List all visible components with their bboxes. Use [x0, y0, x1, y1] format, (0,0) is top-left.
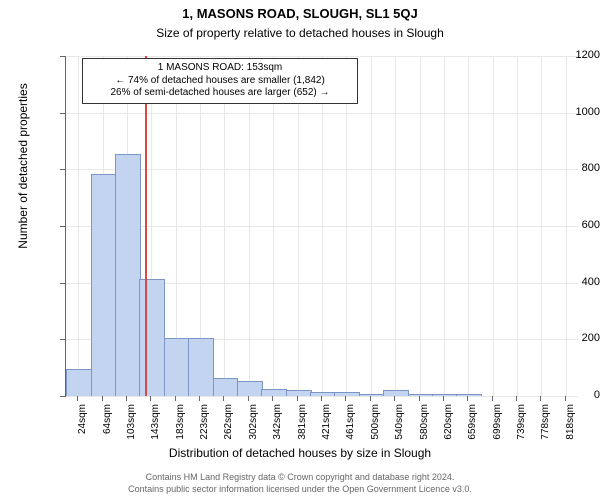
x-tick-label: 500sqm [370, 404, 381, 454]
x-tick-label: 381sqm [297, 404, 308, 454]
plot-area [65, 56, 578, 397]
grid-line-v [224, 56, 225, 396]
grid-line-v [371, 56, 372, 396]
histogram-bar [432, 394, 458, 396]
annotation-line: ← 74% of detached houses are smaller (1,… [91, 75, 349, 88]
y-tick-label: 200 [543, 332, 600, 344]
x-tick-label: 24sqm [77, 404, 88, 454]
x-tick-mark [492, 396, 493, 401]
x-tick-label: 223sqm [199, 404, 210, 454]
grid-line-h [66, 396, 578, 397]
grid-line-v [273, 56, 274, 396]
y-tick-mark [60, 169, 65, 170]
x-tick-label: 302sqm [248, 404, 259, 454]
reference-line [145, 56, 147, 396]
x-tick-label: 659sqm [467, 404, 478, 454]
x-tick-mark [321, 396, 322, 401]
x-tick-mark [297, 396, 298, 401]
y-tick-mark [60, 339, 65, 340]
histogram-bar [408, 394, 434, 396]
grid-line-v [346, 56, 347, 396]
x-tick-mark [126, 396, 127, 401]
histogram-bar [213, 378, 239, 396]
y-tick-label: 0 [543, 389, 600, 401]
x-tick-mark [223, 396, 224, 401]
x-tick-mark [516, 396, 517, 401]
grid-line-v [493, 56, 494, 396]
x-tick-label: 183sqm [175, 404, 186, 454]
grid-line-v [517, 56, 518, 396]
y-tick-label: 600 [543, 219, 600, 231]
grid-line-v [249, 56, 250, 396]
x-tick-mark [419, 396, 420, 401]
x-tick-label: 739sqm [516, 404, 527, 454]
chart-title: 1, MASONS ROAD, SLOUGH, SL1 5QJ [0, 6, 600, 21]
x-tick-mark [102, 396, 103, 401]
y-tick-mark [60, 283, 65, 284]
y-tick-label: 1000 [543, 106, 600, 118]
y-tick-mark [60, 56, 65, 57]
histogram-bar [164, 338, 190, 396]
x-tick-label: 818sqm [565, 404, 576, 454]
x-tick-label: 342sqm [272, 404, 283, 454]
x-tick-mark [467, 396, 468, 401]
x-tick-mark [394, 396, 395, 401]
x-tick-mark [540, 396, 541, 401]
y-tick-mark [60, 113, 65, 114]
annotation-line: 26% of semi-detached houses are larger (… [91, 87, 349, 100]
y-tick-mark [60, 396, 65, 397]
histogram-bar [286, 390, 312, 396]
grid-line-v [444, 56, 445, 396]
histogram-bar [237, 381, 263, 396]
x-tick-label: 778sqm [540, 404, 551, 454]
footer-line-2: Contains public sector information licen… [0, 484, 600, 494]
x-tick-mark [565, 396, 566, 401]
grid-line-v [420, 56, 421, 396]
histogram-bar [383, 390, 409, 396]
x-tick-mark [272, 396, 273, 401]
x-tick-label: 64sqm [102, 404, 113, 454]
grid-line-v [298, 56, 299, 396]
x-tick-mark [150, 396, 151, 401]
x-tick-label: 540sqm [394, 404, 405, 454]
histogram-bar [310, 392, 336, 396]
histogram-bar [359, 394, 385, 396]
histogram-bar [334, 392, 360, 396]
grid-line-v [468, 56, 469, 396]
histogram-bar [66, 369, 92, 396]
x-tick-mark [175, 396, 176, 401]
y-axis-label: Number of detached properties [16, 0, 30, 336]
x-tick-label: 699sqm [492, 404, 503, 454]
grid-line-v [78, 56, 79, 396]
y-tick-label: 1200 [543, 49, 600, 61]
histogram-bar [456, 394, 482, 396]
histogram-bar [91, 174, 117, 396]
x-tick-mark [443, 396, 444, 401]
y-tick-mark [60, 226, 65, 227]
annotation-line: 1 MASONS ROAD: 153sqm [91, 62, 349, 75]
y-tick-label: 800 [543, 162, 600, 174]
annotation-box: 1 MASONS ROAD: 153sqm← 74% of detached h… [82, 58, 358, 104]
x-tick-mark [345, 396, 346, 401]
y-tick-label: 400 [543, 276, 600, 288]
grid-line-v [395, 56, 396, 396]
x-tick-label: 103sqm [126, 404, 137, 454]
x-tick-mark [248, 396, 249, 401]
histogram-bar [188, 338, 214, 396]
x-tick-label: 262sqm [223, 404, 234, 454]
x-tick-label: 421sqm [321, 404, 332, 454]
x-tick-label: 580sqm [419, 404, 430, 454]
grid-line-v [322, 56, 323, 396]
x-tick-label: 461sqm [345, 404, 356, 454]
histogram-bar [115, 154, 141, 396]
x-tick-label: 620sqm [443, 404, 454, 454]
x-tick-mark [199, 396, 200, 401]
footer-line-1: Contains HM Land Registry data © Crown c… [0, 472, 600, 482]
x-tick-mark [77, 396, 78, 401]
chart-subtitle: Size of property relative to detached ho… [0, 26, 600, 40]
histogram-bar [139, 279, 165, 396]
x-tick-mark [370, 396, 371, 401]
x-tick-label: 143sqm [150, 404, 161, 454]
histogram-bar [261, 389, 287, 396]
